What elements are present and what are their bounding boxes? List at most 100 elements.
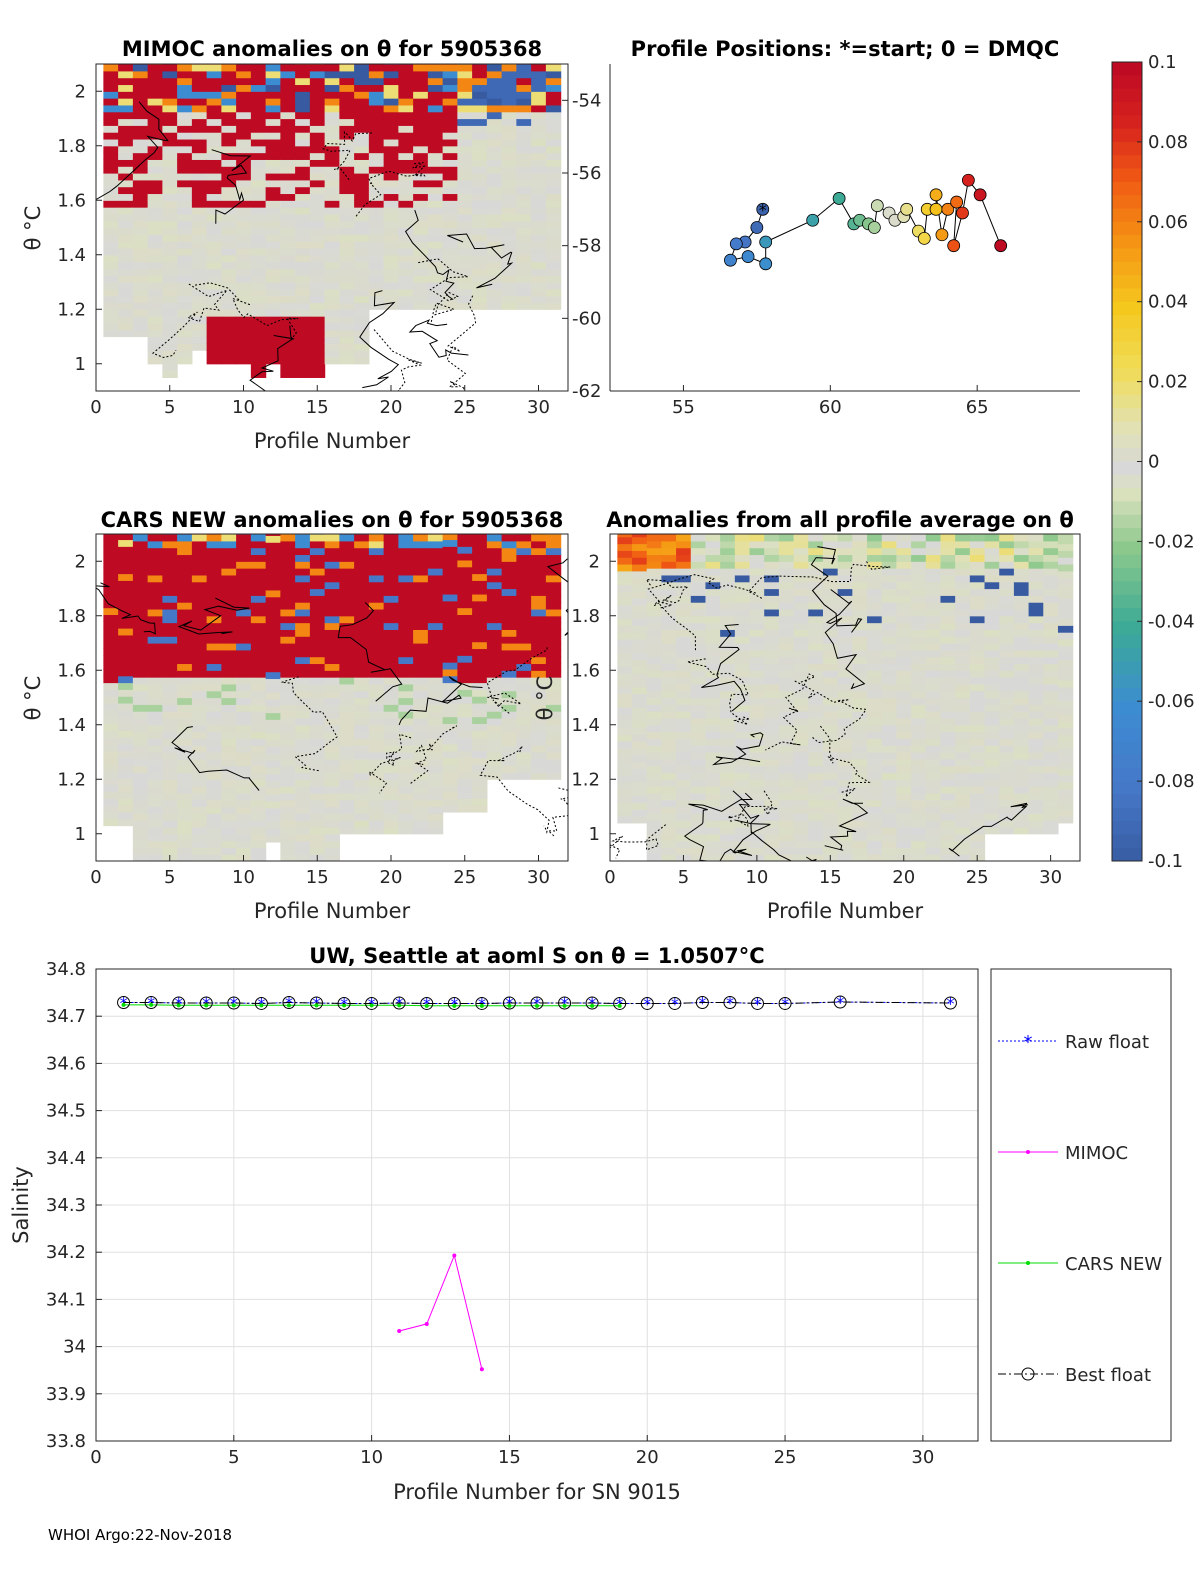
heatmap-cell (118, 159, 134, 167)
heatmap-cell (177, 745, 193, 753)
heatmap-cell (177, 772, 193, 780)
heatmap-cell (545, 602, 562, 610)
heatmap-cell (1028, 574, 1044, 583)
heatmap-cell (632, 570, 648, 579)
heatmap-cell (822, 670, 839, 678)
heatmap-cell (617, 741, 633, 749)
heatmap-cell (442, 241, 458, 249)
heatmap-cell (206, 799, 222, 808)
heatmap-cell (398, 663, 414, 671)
heatmap-cell (442, 234, 458, 242)
heatmap-cell (206, 779, 222, 787)
heatmap-cell (236, 316, 252, 324)
profile-marker (973, 188, 987, 202)
heatmap-cell (896, 588, 912, 596)
heatmap-cell (472, 534, 488, 541)
heatmap-cell (999, 554, 1015, 562)
heatmap-cell (545, 84, 562, 92)
heatmap-cell (324, 336, 340, 344)
heatmap-cell (295, 724, 311, 733)
heatmap-cell (940, 690, 956, 699)
heatmap-cell (472, 573, 488, 581)
colorbar-segment (1112, 408, 1142, 423)
heatmap-cell (531, 697, 547, 705)
heatmap-cell (808, 779, 824, 787)
heatmap-cell (808, 724, 824, 733)
heatmap-cell (118, 302, 134, 310)
heatmap-cell (705, 663, 721, 671)
heatmap-cell (162, 356, 178, 365)
heatmap-cell (472, 628, 488, 636)
heatmap-cell (999, 656, 1015, 665)
colorbar-segment (1112, 834, 1142, 849)
heatmap-cell (617, 625, 633, 633)
heatmap-cell (749, 608, 765, 617)
heatmap-cell (661, 820, 677, 828)
heatmap-cell (734, 704, 751, 712)
heatmap-cell (103, 200, 119, 208)
colorbar-segment (1112, 727, 1142, 742)
heatmap-cell (705, 554, 721, 562)
heatmap-cell (501, 711, 517, 719)
heatmap-cell (309, 343, 326, 351)
heatmap-cell (531, 677, 547, 685)
heatmap-cell (1043, 724, 1059, 733)
heatmap-cell (280, 826, 296, 835)
heatmap-cell (368, 622, 385, 630)
heatmap-cell (516, 738, 532, 746)
heatmap-cell (280, 534, 296, 542)
heatmap-cell (339, 547, 355, 556)
colorbar-segment (1112, 767, 1142, 782)
heatmap-cell (764, 595, 780, 603)
heatmap-cell (472, 227, 488, 235)
heatmap-cell (427, 220, 444, 229)
heatmap-cell (545, 159, 562, 167)
heatmap-cell (969, 677, 986, 685)
x-tick-label: 20 (380, 397, 403, 418)
heatmap-cell (191, 677, 208, 685)
heatmap-cell (690, 540, 707, 549)
heatmap-cell (545, 540, 562, 549)
heatmap-cell (808, 595, 824, 603)
heatmap-cell (250, 724, 267, 733)
heatmap-cell (545, 282, 562, 290)
heatmap-cell (309, 690, 326, 699)
heatmap-cell (472, 302, 488, 310)
heatmap-cell (324, 261, 340, 269)
heatmap-cell (118, 152, 134, 160)
heatmap-cell (734, 574, 751, 583)
heatmap-cell (368, 132, 385, 140)
profile-marker (759, 257, 773, 271)
heatmap-cell (177, 540, 193, 549)
contour-line (404, 209, 455, 301)
heatmap-cell (295, 234, 311, 242)
heatmap-cell (206, 302, 222, 310)
heatmap-cell (808, 717, 824, 726)
heatmap-cell (1013, 724, 1030, 733)
data-point: * (561, 994, 569, 1013)
heatmap-cell (398, 677, 414, 685)
heatmap-cell (191, 649, 208, 658)
heatmap-cell (690, 677, 707, 685)
heatmap-cell (837, 731, 853, 739)
heatmap-cell (295, 581, 311, 590)
heatmap-cell (177, 220, 193, 229)
heatmap-cell (118, 207, 134, 215)
heatmap-cell (147, 820, 163, 828)
profile-marker (935, 228, 949, 242)
heatmap-cell (852, 540, 868, 549)
heatmap-cell (442, 145, 458, 154)
heatmap-cell (221, 561, 237, 569)
colorbar-segment (1112, 661, 1142, 676)
heatmap-cell (925, 779, 942, 787)
data-point (507, 1003, 512, 1008)
heatmap-cell (764, 772, 780, 780)
heatmap-cell (940, 534, 956, 542)
heatmap-cell (545, 173, 562, 181)
heatmap-cell (206, 826, 222, 835)
heatmap-cell (206, 670, 222, 678)
heatmap-cell (383, 84, 399, 92)
heatmap-cell (191, 833, 208, 842)
heatmap-cell (837, 704, 853, 712)
heatmap-cell (778, 643, 795, 651)
